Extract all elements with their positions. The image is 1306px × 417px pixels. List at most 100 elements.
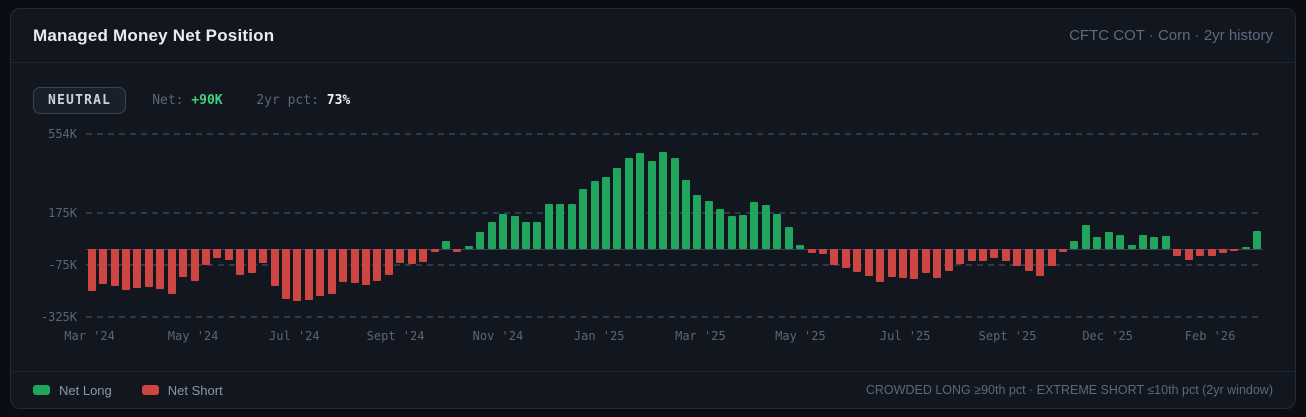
net-short-bar[interactable] <box>819 249 828 254</box>
net-short-bar[interactable] <box>190 249 199 282</box>
net-short-bar[interactable] <box>910 249 919 279</box>
net-short-bar[interactable] <box>1001 249 1010 261</box>
net-long-bar[interactable] <box>624 157 633 250</box>
net-short-bar[interactable] <box>121 249 130 291</box>
net-short-bar[interactable] <box>384 249 393 275</box>
net-short-bar[interactable] <box>1047 249 1056 267</box>
net-short-bar[interactable] <box>990 249 999 259</box>
net-long-bar[interactable] <box>1253 230 1262 250</box>
net-short-bar[interactable] <box>1173 249 1182 257</box>
net-short-bar[interactable] <box>1184 249 1193 260</box>
net-long-bar[interactable] <box>1241 246 1250 250</box>
net-long-bar[interactable] <box>1081 225 1090 250</box>
net-long-bar[interactable] <box>784 226 793 250</box>
net-short-bar[interactable] <box>887 249 896 278</box>
net-long-bar[interactable] <box>761 204 770 250</box>
net-short-bar[interactable] <box>361 249 370 285</box>
net-long-bar[interactable] <box>773 213 782 250</box>
net-short-bar[interactable] <box>944 249 953 272</box>
net-long-bar[interactable] <box>476 232 485 250</box>
net-long-bar[interactable] <box>1139 234 1147 250</box>
net-short-bar[interactable] <box>304 249 313 301</box>
net-short-bar[interactable] <box>270 249 279 286</box>
net-short-bar[interactable] <box>1196 249 1205 256</box>
net-short-bar[interactable] <box>327 249 336 295</box>
net-short-bar[interactable] <box>430 249 439 253</box>
net-short-bar[interactable] <box>201 249 210 265</box>
net-short-bar[interactable] <box>179 249 188 278</box>
net-long-bar[interactable] <box>464 245 473 250</box>
net-long-bar[interactable] <box>739 214 748 250</box>
net-long-bar[interactable] <box>441 241 450 250</box>
net-short-bar[interactable] <box>247 249 256 274</box>
net-short-bar[interactable] <box>1230 249 1239 251</box>
net-short-bar[interactable] <box>979 249 988 261</box>
net-short-bar[interactable] <box>236 249 245 276</box>
net-long-bar[interactable] <box>521 222 530 250</box>
net-short-bar[interactable] <box>293 249 302 301</box>
net-short-bar[interactable] <box>921 249 930 274</box>
net-long-bar[interactable] <box>750 201 759 250</box>
net-short-bar[interactable] <box>316 249 325 297</box>
net-long-bar[interactable] <box>1070 241 1079 250</box>
net-short-bar[interactable] <box>841 249 850 269</box>
net-short-bar[interactable] <box>933 249 942 279</box>
net-short-bar[interactable] <box>167 249 176 294</box>
net-long-bar[interactable] <box>1116 234 1125 250</box>
net-long-bar[interactable] <box>647 161 656 250</box>
net-long-bar[interactable] <box>659 151 668 250</box>
net-short-bar[interactable] <box>899 249 908 279</box>
net-long-bar[interactable] <box>716 208 725 250</box>
net-short-bar[interactable] <box>830 249 839 265</box>
net-long-bar[interactable] <box>499 213 508 250</box>
net-long-bar[interactable] <box>544 203 553 250</box>
net-long-bar[interactable] <box>727 216 736 250</box>
net-long-bar[interactable] <box>796 245 805 250</box>
net-long-bar[interactable] <box>1093 237 1102 250</box>
net-short-bar[interactable] <box>1036 249 1045 276</box>
net-short-bar[interactable] <box>407 249 416 265</box>
net-short-bar[interactable] <box>396 249 405 264</box>
net-long-bar[interactable] <box>613 167 622 250</box>
net-short-bar[interactable] <box>373 249 382 281</box>
net-long-bar[interactable] <box>567 203 576 250</box>
net-short-bar[interactable] <box>350 249 359 284</box>
net-short-bar[interactable] <box>1059 249 1068 253</box>
net-short-bar[interactable] <box>213 249 222 258</box>
net-short-bar[interactable] <box>1013 249 1022 267</box>
net-short-bar[interactable] <box>110 249 119 287</box>
net-long-bar[interactable] <box>533 222 542 250</box>
net-short-bar[interactable] <box>967 249 976 262</box>
net-long-bar[interactable] <box>704 200 713 250</box>
net-short-bar[interactable] <box>853 249 862 273</box>
net-short-bar[interactable] <box>144 249 153 288</box>
net-long-bar[interactable] <box>601 177 610 250</box>
net-short-bar[interactable] <box>156 249 165 290</box>
net-short-bar[interactable] <box>453 249 462 252</box>
net-long-bar[interactable] <box>693 195 702 250</box>
net-short-bar[interactable] <box>259 249 268 264</box>
net-long-bar[interactable] <box>556 203 565 250</box>
net-long-bar[interactable] <box>1150 237 1159 250</box>
net-long-bar[interactable] <box>1104 231 1113 250</box>
net-long-bar[interactable] <box>681 179 690 250</box>
net-long-bar[interactable] <box>1161 236 1170 250</box>
net-short-bar[interactable] <box>419 249 428 263</box>
net-short-bar[interactable] <box>224 249 233 261</box>
net-short-bar[interactable] <box>339 249 348 282</box>
net-short-bar[interactable] <box>133 249 142 289</box>
net-short-bar[interactable] <box>1024 249 1033 271</box>
net-short-bar[interactable] <box>99 249 108 284</box>
net-short-bar[interactable] <box>864 249 873 277</box>
net-long-bar[interactable] <box>636 152 645 250</box>
net-short-bar[interactable] <box>87 249 96 291</box>
net-short-bar[interactable] <box>1207 249 1216 256</box>
net-long-bar[interactable] <box>1127 244 1136 250</box>
net-short-bar[interactable] <box>956 249 965 265</box>
net-long-bar[interactable] <box>590 181 599 250</box>
net-long-bar[interactable] <box>670 157 679 250</box>
net-long-bar[interactable] <box>510 216 519 250</box>
net-short-bar[interactable] <box>807 249 816 254</box>
net-long-bar[interactable] <box>487 222 496 250</box>
net-short-bar[interactable] <box>281 249 290 299</box>
